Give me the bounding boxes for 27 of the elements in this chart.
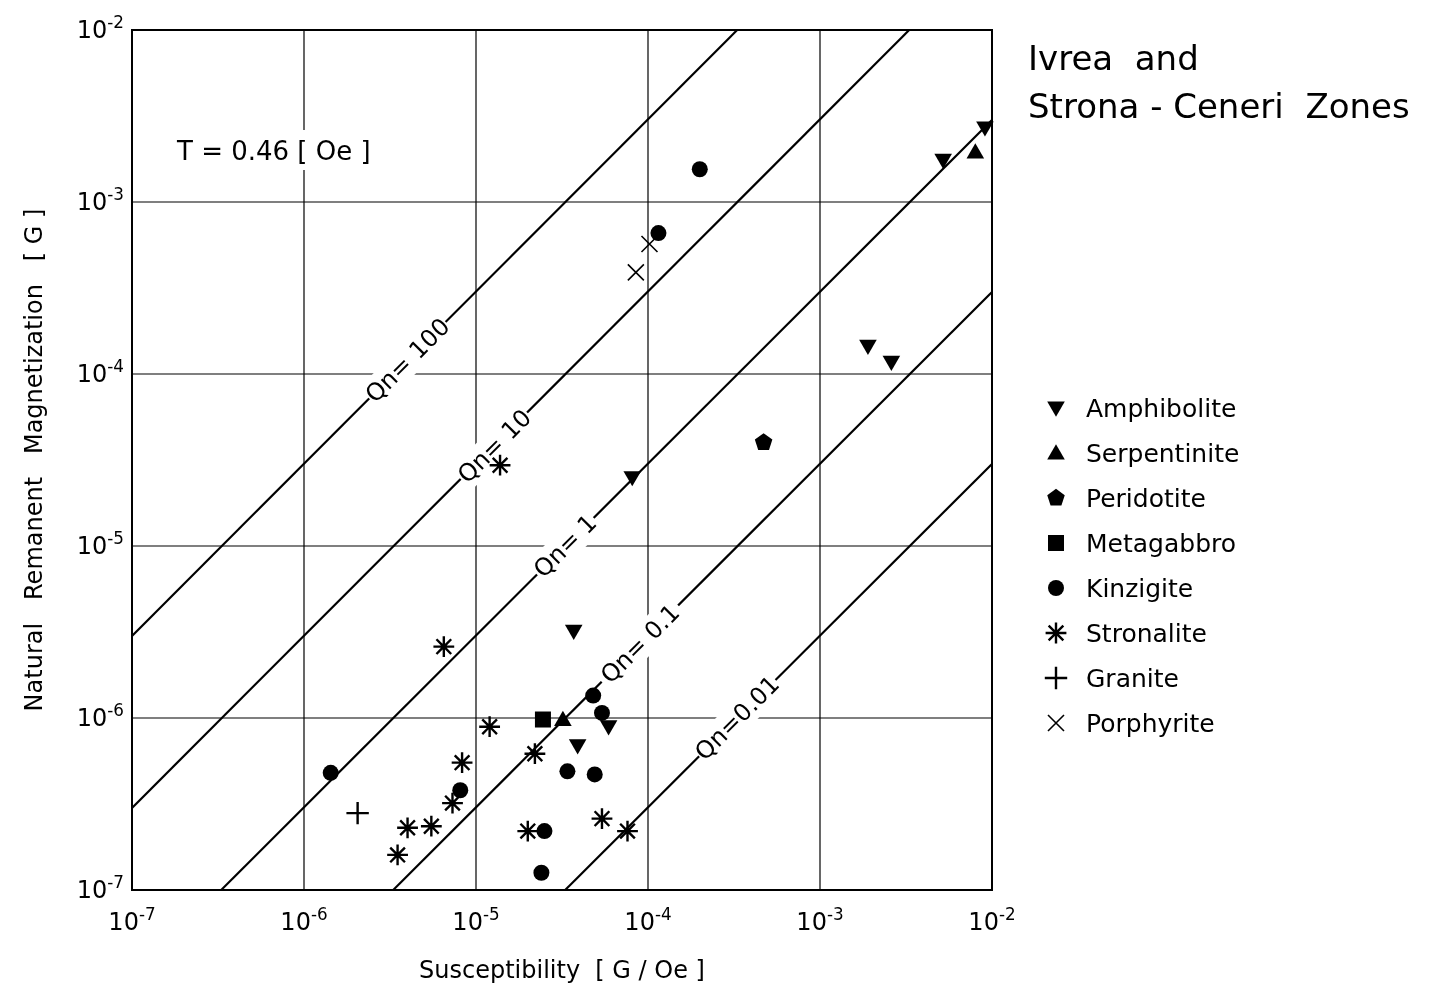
legend-label: Stronalite (1086, 619, 1207, 648)
x-axis-title: Susceptibility [ G / Oe ] (419, 956, 705, 984)
text: Ivrea and Strona - Ceneri Zones (1028, 38, 1410, 126)
x-tick-label: 10$^{-6}$ (280, 904, 328, 936)
y-tick-label: 10$^{-6}$ (76, 700, 124, 732)
annotation: Qn= 0.1 (594, 598, 686, 690)
annotation: Qn= 1 (528, 508, 603, 584)
y-tick-label: 10$^{-4}$ (76, 356, 124, 388)
y-tick-label: 10$^{-3}$ (76, 184, 124, 216)
annotation: Qn= 100 (359, 312, 456, 409)
legend-label: Granite (1086, 664, 1179, 693)
x-tick-label: 10$^{-7}$ (108, 904, 156, 936)
y-tick-label: 10$^{-5}$ (76, 528, 124, 560)
legend-label: Amphibolite (1086, 394, 1237, 423)
x-tick-label: 10$^{-4}$ (624, 904, 672, 936)
x-tick-label: 10$^{-5}$ (452, 904, 500, 936)
y-axis-title: Natural Remanent Magnetization [ G ] (20, 208, 48, 712)
x-tick-label: 10$^{-2}$ (968, 904, 1016, 936)
legend-label: Kinzigite (1086, 574, 1194, 603)
annotation: T = 0.46 [ Oe ] (176, 136, 371, 166)
legend-label: Peridotite (1086, 484, 1206, 513)
legend-label: Serpentinite (1086, 439, 1240, 468)
y-tick-label: 10$^{-2}$ (76, 12, 124, 44)
y-tick-label: 10$^{-7}$ (76, 872, 124, 904)
x-tick-label: 10$^{-3}$ (796, 904, 844, 936)
legend-label: Metagabbro (1086, 529, 1237, 558)
legend-label: Porphyrite (1086, 709, 1215, 738)
